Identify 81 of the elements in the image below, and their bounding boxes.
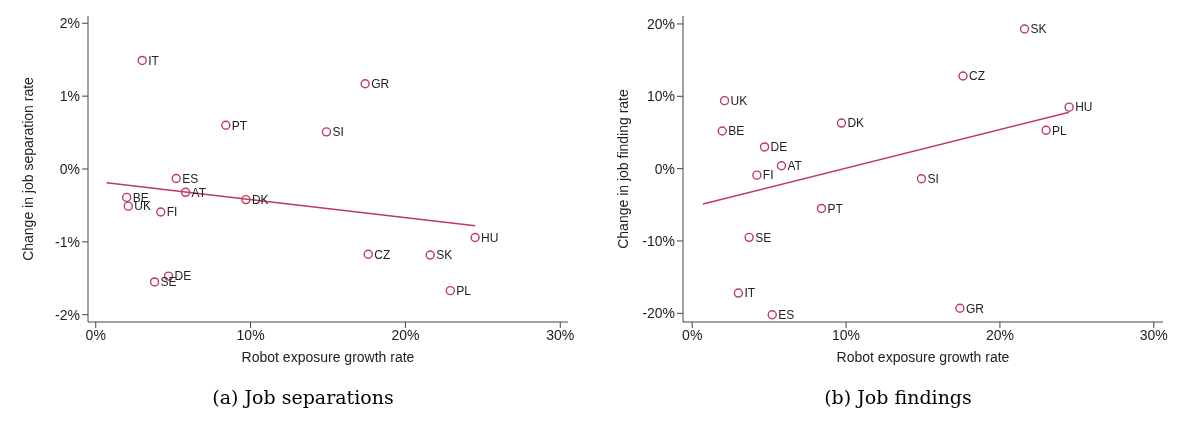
x-tick-label: 20% — [985, 326, 1014, 343]
annotation: HU — [481, 230, 499, 245]
annotation: DE — [770, 140, 788, 155]
annotation: SK — [436, 248, 453, 263]
point — [733, 288, 744, 298]
point — [836, 118, 847, 128]
y-tick-label: -1% — [55, 233, 80, 250]
point — [180, 187, 191, 198]
point — [425, 250, 435, 260]
point — [363, 249, 373, 259]
x-tick-label: 10% — [236, 326, 265, 343]
y-axis-title: Change in job separation rate — [19, 76, 36, 261]
annotation: GR — [371, 77, 390, 92]
annotation: SE — [755, 230, 772, 245]
point — [156, 207, 166, 217]
annotation: HU — [1075, 100, 1093, 115]
y-axis-title: Change in job finding rate — [614, 89, 631, 249]
annotation: SI — [332, 125, 344, 140]
y-tick-label: 2% — [59, 15, 80, 32]
annotation: FI — [762, 168, 774, 183]
point — [122, 192, 132, 203]
y-tick-label: -10% — [642, 232, 675, 249]
x-axis-title: Robot exposure growth rate — [836, 349, 1010, 365]
point — [744, 232, 754, 243]
y-tick-label: 1% — [59, 88, 80, 105]
point — [171, 173, 181, 184]
y-tick-label: -2% — [55, 306, 80, 323]
annotation: ES — [182, 171, 199, 186]
x-tick-label: 0% — [85, 326, 106, 343]
y-tick-label: -20% — [642, 305, 675, 322]
annotation: PT — [827, 201, 844, 216]
annotation: UK — [730, 93, 748, 108]
point — [221, 120, 231, 130]
point — [445, 285, 456, 296]
point — [149, 277, 160, 287]
annotation: FI — [166, 205, 178, 220]
annotation: SK — [1030, 22, 1047, 37]
x-tick-label: 30% — [546, 326, 575, 343]
point — [776, 161, 787, 171]
annotation: SI — [927, 172, 939, 187]
point — [916, 174, 927, 184]
annotation: BE — [728, 124, 745, 139]
point — [470, 232, 480, 243]
point — [1019, 24, 1030, 34]
point — [759, 142, 770, 152]
point — [137, 55, 147, 66]
point — [767, 310, 777, 320]
point — [360, 79, 370, 89]
text: (a) Job separations — [211, 386, 395, 408]
point — [719, 95, 730, 106]
text: (b) Job findings — [823, 386, 973, 408]
point — [752, 170, 762, 180]
y-tick-label: 0% — [654, 160, 675, 177]
annotation: ES — [778, 308, 795, 323]
point — [958, 71, 968, 81]
y-tick-label: 10% — [646, 88, 675, 105]
y-tick-label: 0% — [59, 160, 80, 177]
annotation: CZ — [374, 247, 391, 262]
annotation: CZ — [969, 69, 985, 84]
annotation: GR — [965, 301, 985, 316]
x-tick-label: 0% — [682, 326, 703, 343]
annotation: IT — [744, 286, 756, 301]
annotation: AT — [787, 159, 803, 173]
x-tick-label: 20% — [391, 326, 420, 343]
point — [1064, 102, 1074, 112]
x-tick-label: 10% — [832, 326, 861, 343]
point — [321, 127, 332, 137]
x-axis-title: Robot exposure growth rate — [241, 349, 415, 365]
annotation: PL — [1052, 123, 1068, 138]
point — [1041, 125, 1051, 135]
annotation: IT — [148, 53, 160, 68]
point — [717, 126, 727, 136]
point — [241, 194, 251, 205]
annotation: PT — [231, 118, 248, 133]
annotation: DK — [847, 116, 865, 131]
point — [123, 201, 133, 211]
y-tick-label: 20% — [646, 15, 675, 32]
x-tick-label: 30% — [1139, 326, 1168, 343]
point — [816, 203, 827, 214]
point — [955, 303, 965, 313]
annotation: PL — [456, 283, 472, 298]
